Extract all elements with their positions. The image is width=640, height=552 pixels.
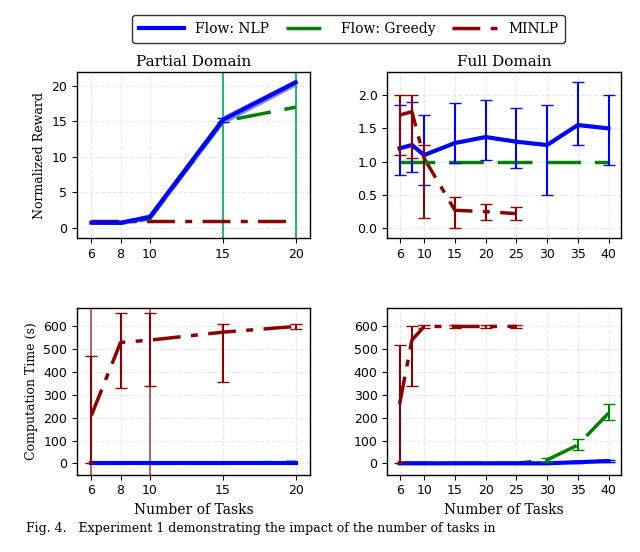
X-axis label: Number of Tasks: Number of Tasks bbox=[444, 503, 564, 517]
Y-axis label: Normalized Reward: Normalized Reward bbox=[33, 92, 45, 219]
X-axis label: Number of Tasks: Number of Tasks bbox=[134, 503, 253, 517]
Title: Partial Domain: Partial Domain bbox=[136, 55, 251, 69]
Legend: Flow: NLP, Flow: Greedy, MINLP: Flow: NLP, Flow: Greedy, MINLP bbox=[132, 15, 565, 43]
Title: Full Domain: Full Domain bbox=[457, 55, 551, 69]
Y-axis label: Computation Time (s): Computation Time (s) bbox=[24, 322, 38, 460]
Text: Fig. 4.   Experiment 1 demonstrating the impact of the number of tasks in: Fig. 4. Experiment 1 demonstrating the i… bbox=[26, 522, 495, 535]
